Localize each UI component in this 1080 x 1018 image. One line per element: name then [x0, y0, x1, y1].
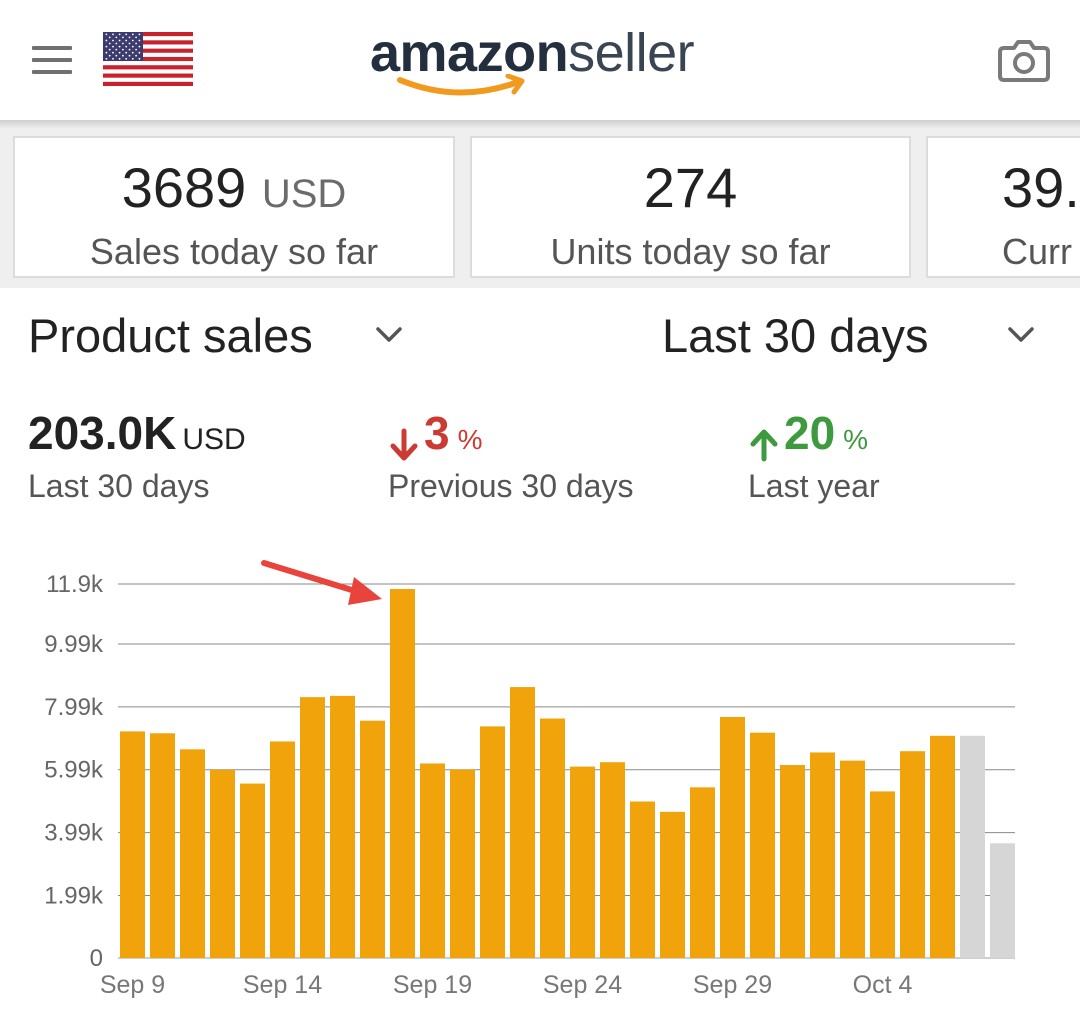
- sales-bar-oct-5[interactable]: [900, 751, 925, 958]
- sales-bar-oct-7[interactable]: [960, 735, 985, 958]
- y-tick-label: 9.99k: [44, 631, 104, 658]
- sales-bar-sep-24[interactable]: [570, 766, 595, 958]
- sales-bar-oct-3[interactable]: [840, 760, 865, 958]
- metric-dropdown-label: Product sales: [28, 309, 313, 362]
- app-header: amazonseller: [0, 0, 1080, 120]
- hamburger-menu-icon[interactable]: [32, 46, 72, 76]
- sales-today-value: 3689: [121, 156, 247, 219]
- sales-bar-sep-21[interactable]: [480, 726, 505, 958]
- y-tick-label: 0: [90, 945, 103, 972]
- sales-today-label: Sales today so far: [89, 231, 379, 272]
- previous-period-label: Previous 30 days: [388, 468, 634, 504]
- sales-bar-oct-2[interactable]: [810, 752, 835, 958]
- sales-bar-sep-9[interactable]: [120, 731, 145, 958]
- total-sales-label: Last 30 days: [28, 468, 210, 504]
- sales-bar-sep-23[interactable]: [540, 718, 565, 958]
- sales-bar-sep-30[interactable]: [750, 732, 775, 958]
- sales-bar-sep-18[interactable]: [390, 589, 415, 958]
- last-year-label: Last year: [748, 468, 880, 504]
- units-today-card[interactable]: 274 Units today so far: [470, 136, 911, 278]
- sales-today-unit: USD: [261, 172, 347, 216]
- y-tick-label: 1.99k: [44, 882, 104, 909]
- units-today-label: Units today so far: [550, 231, 831, 272]
- x-tick-label: Sep 24: [543, 971, 622, 999]
- total-sales-value: 203.0K: [28, 407, 177, 459]
- previous-period-unit: %: [457, 424, 483, 455]
- sales-bar-sep-11[interactable]: [180, 749, 205, 958]
- previous-period-change: 3: [424, 407, 450, 459]
- date-range-dropdown-label: Last 30 days: [662, 309, 929, 362]
- x-tick-label: Sep 19: [393, 971, 472, 999]
- us-flag-icon[interactable]: [103, 32, 193, 86]
- metric-dropdown[interactable]: Product sales: [28, 306, 418, 366]
- camera-icon[interactable]: [998, 38, 1050, 82]
- sales-bar-sep-12[interactable]: [210, 769, 235, 958]
- chevron-down-icon: [376, 327, 402, 342]
- total-sales-summary: 203.0K USD Last 30 days: [28, 404, 246, 506]
- sales-bar-sep-17[interactable]: [360, 720, 385, 958]
- total-sales-unit: USD: [182, 423, 246, 456]
- sales-bar-sep-13[interactable]: [240, 783, 265, 958]
- sales-today-card[interactable]: 3689 USD Sales today so far: [13, 136, 455, 278]
- sales-bar-sep-25[interactable]: [600, 762, 625, 958]
- sales-bar-sep-20[interactable]: [450, 769, 475, 958]
- x-tick-label: Sep 29: [693, 971, 772, 999]
- x-tick-label: Oct 4: [853, 971, 913, 999]
- sales-bar-oct-6[interactable]: [930, 735, 955, 958]
- current-card[interactable]: 39. Curr: [926, 136, 1080, 278]
- chevron-down-icon: [1008, 327, 1034, 342]
- product-sales-bar-chart: 0 1.99k 3.99k 5.99k 7.99k 9.99k 11.9k Sep 9 Sep…: [44, 560, 1015, 999]
- sales-bar-sep-16[interactable]: [330, 695, 355, 958]
- units-today-value: 274: [643, 156, 738, 219]
- current-label: Curr: [1002, 231, 1072, 272]
- y-tick-label: 7.99k: [44, 694, 104, 721]
- logo-brand: amazon: [370, 23, 569, 83]
- sales-bar-sep-27[interactable]: [660, 811, 685, 958]
- sales-bar-sep-10[interactable]: [150, 733, 175, 958]
- previous-period-summary: 3% Previous 30 days: [388, 404, 633, 506]
- annotation-arrow: [261, 560, 382, 606]
- y-tick-label: 3.99k: [44, 820, 104, 847]
- date-range-dropdown[interactable]: Last 30 days: [662, 306, 1052, 366]
- sales-bar-oct-4[interactable]: [870, 791, 895, 958]
- card-value: 3689 USD: [15, 156, 453, 226]
- last-year-unit: %: [843, 424, 869, 455]
- y-tick-label: 11.9k: [46, 571, 104, 598]
- logo-suffix: seller: [568, 23, 695, 83]
- header-divider: [0, 120, 1080, 128]
- x-tick-label: Sep 9: [100, 971, 165, 999]
- last-year-change: 20: [784, 407, 836, 459]
- sales-bar-oct-8[interactable]: [990, 843, 1015, 958]
- sales-bar-sep-29[interactable]: [720, 716, 745, 958]
- card-value: 39.: [928, 156, 1080, 220]
- amazon-smile-icon: [397, 74, 525, 96]
- sales-bar-sep-26[interactable]: [630, 801, 655, 958]
- sales-bar-oct-1[interactable]: [780, 765, 805, 958]
- sales-bar-sep-14[interactable]: [270, 741, 295, 958]
- arrow-up-icon: [750, 429, 778, 462]
- last-year-summary: 20% Last year: [748, 404, 880, 506]
- arrow-down-icon: [390, 428, 418, 461]
- sales-bar-sep-22[interactable]: [510, 687, 535, 958]
- sales-bar-sep-19[interactable]: [420, 763, 445, 958]
- amazon-seller-logo: amazonseller: [370, 22, 710, 102]
- sales-bar-sep-15[interactable]: [300, 697, 325, 958]
- y-tick-label: 5.99k: [44, 757, 104, 784]
- current-value: 39.: [1002, 156, 1080, 219]
- sales-bar-sep-28[interactable]: [690, 787, 715, 958]
- x-tick-label: Sep 14: [243, 971, 322, 999]
- card-value: 274: [472, 156, 909, 220]
